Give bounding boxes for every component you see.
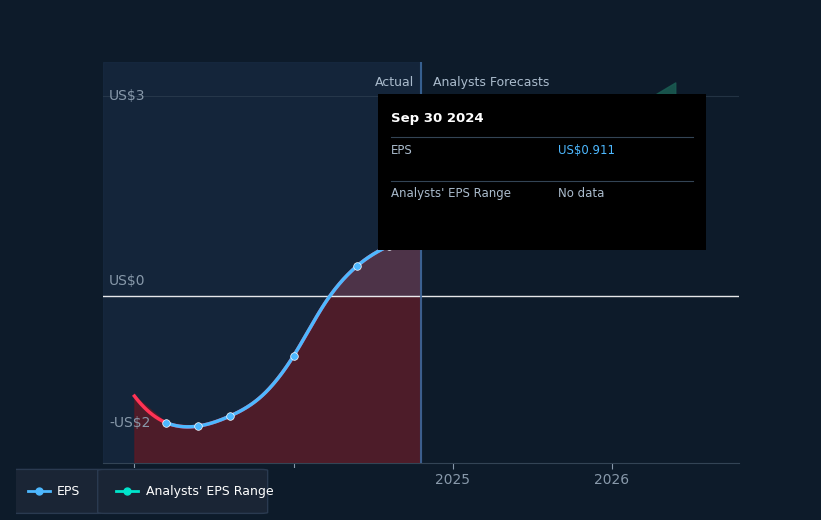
Bar xyxy=(103,62,421,463)
Point xyxy=(446,228,459,237)
Point xyxy=(121,487,134,496)
FancyBboxPatch shape xyxy=(9,470,105,513)
Text: Sep 30 2024: Sep 30 2024 xyxy=(391,112,484,125)
Point xyxy=(287,352,300,360)
Point xyxy=(351,262,364,270)
Point xyxy=(542,205,555,213)
Point xyxy=(415,231,428,239)
Point xyxy=(159,419,173,427)
Text: US$0: US$0 xyxy=(109,274,145,288)
Text: -US$2: -US$2 xyxy=(109,416,150,430)
Point xyxy=(191,422,204,430)
Text: EPS: EPS xyxy=(391,144,412,157)
Point xyxy=(223,412,236,420)
Text: US$3: US$3 xyxy=(109,89,145,103)
Text: Analysts' EPS Range: Analysts' EPS Range xyxy=(391,187,511,200)
Text: No data: No data xyxy=(558,187,604,200)
FancyBboxPatch shape xyxy=(98,470,268,513)
Text: EPS: EPS xyxy=(57,485,80,498)
Point xyxy=(383,242,396,250)
Text: Analysts' EPS Range: Analysts' EPS Range xyxy=(146,485,273,498)
Text: Analysts Forecasts: Analysts Forecasts xyxy=(433,76,550,89)
Point xyxy=(32,487,45,496)
Point xyxy=(669,158,682,166)
Text: US$0.911: US$0.911 xyxy=(558,144,615,157)
Point xyxy=(415,231,428,239)
Text: Actual: Actual xyxy=(375,76,415,89)
